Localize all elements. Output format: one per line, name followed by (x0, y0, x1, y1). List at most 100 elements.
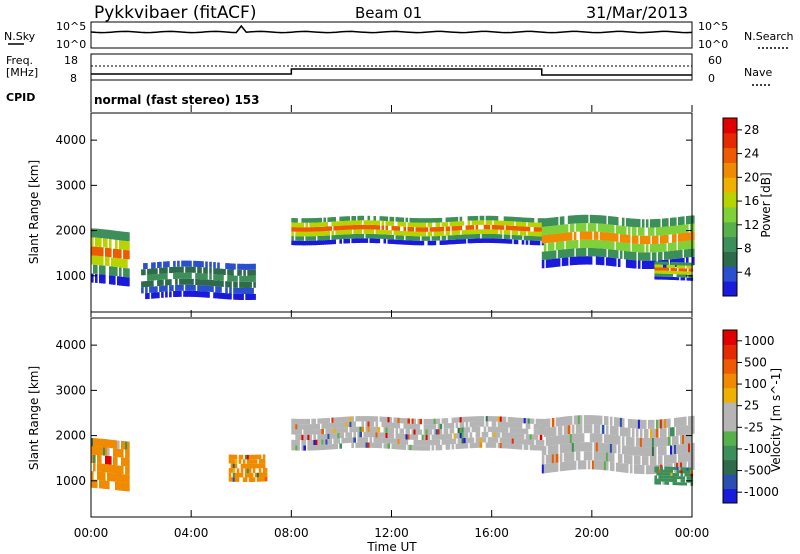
heatmap-cell (371, 234, 375, 239)
heatmap-cell (686, 452, 689, 462)
heatmap-cell (433, 240, 437, 246)
heatmap-cell (660, 267, 663, 271)
heatmap-cell (637, 219, 641, 228)
heatmap-cell (123, 249, 126, 259)
heatmap-cell (238, 459, 242, 464)
heatmap-cell (603, 461, 607, 471)
heatmap-cell (221, 280, 224, 287)
heatmap-cell (676, 435, 679, 445)
heatmap-cell (254, 459, 258, 464)
heatmap-cell (533, 434, 537, 440)
heatmap-cell (459, 221, 463, 226)
heatmap-cell (179, 278, 182, 285)
heatmap-cell (403, 444, 407, 450)
heatmap-cell (231, 263, 234, 270)
heatmap-cell (427, 236, 431, 241)
heatmap-cell (445, 231, 449, 236)
heatmap-cell (349, 234, 352, 239)
heatmap-cell (593, 239, 597, 249)
heatmap-cell (475, 432, 479, 438)
heatmap-cell (483, 229, 487, 234)
heatmap-cell (593, 248, 597, 257)
heatmap-cell (465, 225, 469, 230)
heatmap-cell (491, 234, 495, 239)
heatmap-cell (307, 445, 310, 451)
heatmap-cell (447, 231, 451, 236)
heatmap-cell (421, 218, 425, 223)
heatmap-cell (103, 274, 106, 284)
heatmap-cell (109, 472, 112, 482)
heatmap-cell (361, 215, 365, 221)
station-title: Pykkvibaer (fitACF) (94, 3, 256, 23)
heatmap-cell (317, 429, 320, 435)
heatmap-cell (247, 282, 250, 288)
heatmap-cell (501, 432, 505, 438)
heatmap-cell (113, 266, 116, 276)
heatmap-cell (551, 242, 555, 251)
heatmap-cell (157, 262, 160, 268)
heatmap-cell (435, 218, 439, 223)
heatmap-cell (305, 424, 308, 430)
heatmap-cell (249, 263, 252, 270)
heatmap-cell (295, 429, 298, 435)
heatmap-cell (569, 223, 573, 233)
heatmap-cell (605, 240, 609, 249)
heatmap-cell (431, 434, 435, 440)
heatmap-cell (459, 438, 463, 444)
heatmap-cell (411, 227, 415, 232)
heatmap-cell (487, 442, 491, 448)
heatmap-cell (487, 220, 491, 225)
heatmap-cell (241, 281, 244, 288)
heatmap-cell (232, 459, 236, 464)
heatmap-cell (617, 462, 621, 472)
heatmap-cell (105, 464, 108, 473)
heatmap-cell (165, 285, 168, 292)
heatmap-cell (359, 233, 362, 239)
heatmap-cell (331, 235, 334, 240)
heatmap-cell (181, 284, 184, 291)
heatmap-cell (561, 416, 565, 426)
heatmap-cell (451, 417, 455, 423)
heatmap-cell (471, 220, 475, 226)
heatmap-cell (475, 220, 479, 225)
heatmap-cell (293, 240, 296, 246)
heatmap-cell (523, 439, 527, 445)
heatmap-cell (507, 234, 511, 240)
heatmap-cell (219, 280, 222, 287)
heatmap-cell (115, 465, 118, 474)
heatmap-cell (101, 247, 104, 257)
heatmap-cell (191, 278, 194, 285)
heatmap-cell (465, 432, 469, 438)
heatmap-cell (463, 230, 467, 235)
heatmap-cell (682, 476, 686, 480)
heatmap-cell (589, 424, 593, 434)
heatmap-cell (660, 475, 663, 479)
heatmap-cell (469, 229, 473, 235)
heatmap-cell (393, 438, 397, 444)
heatmap-cell (413, 429, 417, 435)
heatmap-cell (527, 439, 531, 445)
heatmap-cell (391, 443, 395, 449)
heatmap-cell (323, 439, 326, 445)
heatmap-cell (337, 417, 340, 423)
heatmap-cell (353, 229, 356, 234)
heatmap-cell (457, 427, 461, 434)
heatmap-cell (680, 435, 683, 445)
heatmap-cell (601, 240, 605, 249)
heatmap-cell (647, 447, 651, 457)
heatmap-cell (535, 222, 539, 228)
heatmap-cell (433, 424, 437, 430)
heatmap-cell (467, 427, 471, 433)
heatmap-cell (311, 418, 314, 425)
heatmap-cell (431, 424, 435, 430)
heatmap-cell (325, 222, 328, 227)
heatmap-cell (147, 268, 150, 275)
heatmap-cell (205, 279, 208, 286)
heatmap-cell (690, 461, 693, 471)
heatmap-cell (631, 251, 635, 261)
heatmap-cell (333, 417, 336, 423)
heatmap-cell (181, 272, 184, 279)
heatmap-cell (327, 423, 330, 429)
heatmap-cell (686, 232, 689, 241)
heatmap-cell (690, 443, 693, 453)
